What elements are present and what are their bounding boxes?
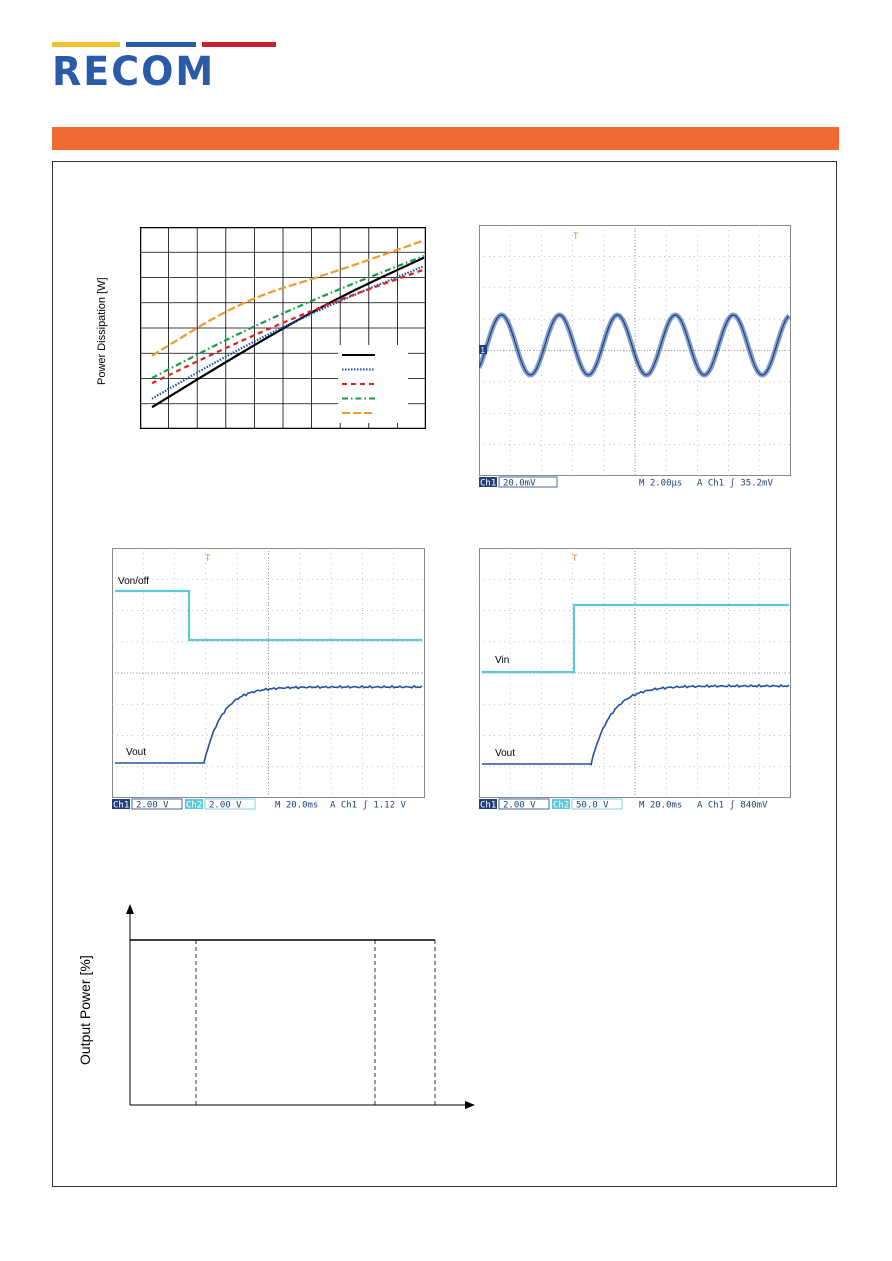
vin-trace	[482, 603, 789, 674]
series-line-1	[151, 265, 425, 400]
svg-text:Ch1: Ch1	[113, 801, 129, 811]
trigger-marker-icon: T	[573, 231, 579, 241]
svg-text:M 20.0ms: M 20.0ms	[639, 801, 682, 811]
svg-text:2.00 V: 2.00 V	[503, 801, 536, 811]
vout-label: Vout	[126, 747, 146, 758]
series-line-0	[151, 256, 425, 409]
ch1-scale: 20.0mV	[503, 479, 536, 489]
logo-bar-red	[202, 42, 276, 47]
ch1-marker-startup: 1	[472, 764, 477, 773]
series-line-4	[151, 239, 425, 357]
logo-wordmark: RECOM	[52, 48, 216, 95]
startup-scope: T Vin Vout Ch1 2.00 V Ch2 50.0 V M 20.0m…	[479, 548, 791, 810]
vin-label: Vin	[495, 655, 509, 666]
svg-text:Ch2: Ch2	[553, 801, 569, 811]
von-off-trace	[115, 589, 422, 642]
power-dissipation-ylabel: Power Dissipation [W]	[96, 277, 108, 385]
trigger-setting: A Ch1 ʃ 35.2mV	[697, 479, 773, 489]
logo-bar-blue	[126, 42, 196, 47]
on-off-scope: T Von/off Vout Ch1 2.00 V Ch2 2.00 V M 2…	[112, 548, 425, 810]
svg-text:A Ch1 ʃ 840mV: A Ch1 ʃ 840mV	[697, 801, 768, 811]
vout-trace	[482, 683, 790, 766]
ripple-scope: T 1 Ch1 20.0mV M 2.00µs A Ch1 ʃ 35.2mV	[479, 225, 791, 488]
recom-logo: RECOM	[52, 42, 276, 94]
svg-text:2.00 V: 2.00 V	[209, 801, 242, 811]
ripple-waveform-core	[479, 314, 790, 376]
series-line-2	[151, 268, 425, 385]
ch2-marker-left: 2	[105, 638, 110, 647]
ch2-marker-startup: 2	[472, 671, 477, 680]
logo-bar-yellow	[52, 42, 120, 47]
output-power-ylabel: Output Power [%]	[77, 955, 93, 1065]
svg-text:A Ch1 ʃ 1.12 V: A Ch1 ʃ 1.12 V	[330, 801, 406, 811]
power-dissipation-chart	[140, 227, 426, 429]
svg-text:Ch2: Ch2	[186, 801, 202, 811]
von-off-label: Von/off	[118, 576, 149, 587]
trigger-marker-icon: T	[572, 553, 578, 563]
vout-label: Vout	[495, 748, 515, 759]
svg-text:M 20.0ms: M 20.0ms	[275, 801, 318, 811]
series-line-3	[151, 254, 425, 379]
svg-text:2.00 V: 2.00 V	[136, 801, 169, 811]
derating-chart	[126, 904, 475, 1109]
svg-text:50.0 V: 50.0 V	[576, 801, 609, 811]
section-header-band	[52, 127, 839, 150]
trigger-marker-icon: T	[205, 553, 211, 563]
ch1-label: Ch1	[480, 479, 496, 489]
ch1-marker-left: 1	[105, 763, 110, 772]
content-frame	[52, 161, 837, 1187]
time-base: M 2.00µs	[639, 479, 682, 489]
svg-text:Ch1: Ch1	[480, 801, 496, 811]
ch1-marker: 1	[481, 346, 486, 355]
vout-trace	[115, 684, 423, 764]
